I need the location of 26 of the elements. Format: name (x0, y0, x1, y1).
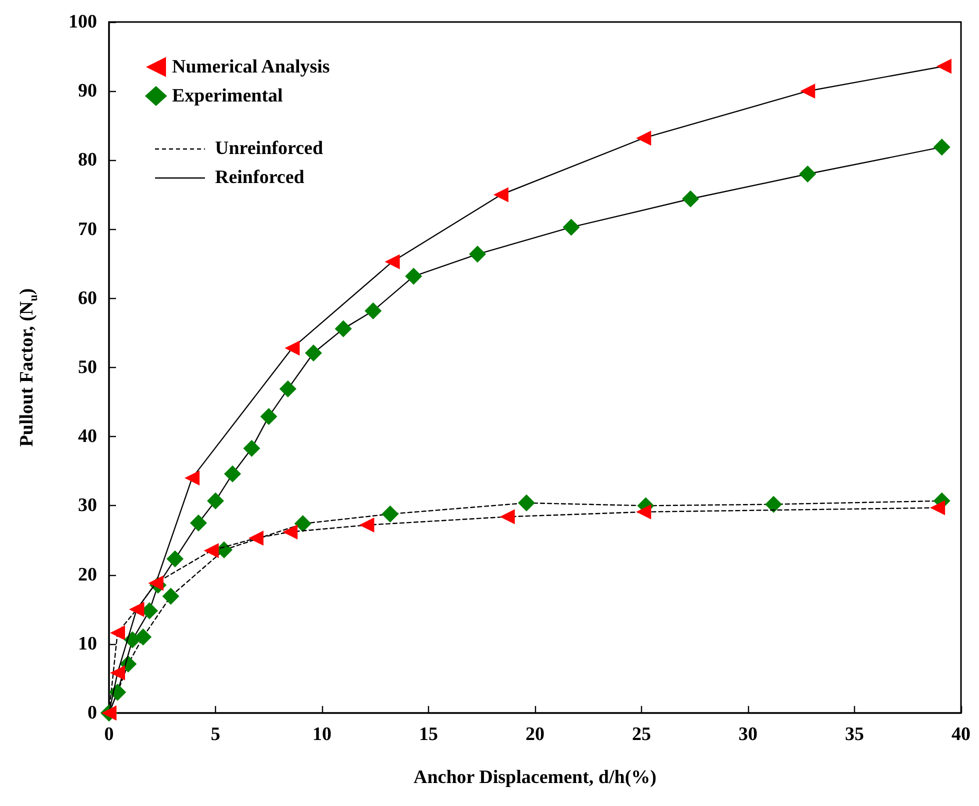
y-tick-label: 50 (78, 357, 97, 378)
x-axis-title: Anchor Displacement, d/h(%) (414, 767, 656, 788)
y-tick-label: 90 (78, 80, 97, 102)
x-tick-label: 5 (210, 724, 220, 745)
legend-label: Numerical Analysis (172, 56, 330, 78)
y-axis-title: Pullout Factor, (Nu) (16, 288, 40, 447)
y-tick-label: 40 (78, 426, 97, 448)
annotation: Reinforced (215, 167, 304, 189)
x-tick-label: 25 (632, 724, 651, 745)
y-tick-label: 100 (68, 12, 97, 32)
x-tick-label: 10 (312, 724, 332, 745)
y-tick-label: 60 (78, 288, 97, 309)
x-tick-label: 0 (104, 724, 114, 745)
x-tick-label: 40 (952, 724, 970, 745)
y-tick-label: 20 (78, 564, 97, 586)
y-tick-label: 80 (78, 150, 97, 171)
annotation: Unreinforced (215, 138, 324, 160)
legend-label: Experimental (172, 86, 283, 106)
x-tick-label: 20 (526, 724, 544, 745)
y-tick-label: 10 (78, 633, 97, 654)
y-tick-label: 70 (78, 218, 97, 240)
x-tick-label: 30 (738, 724, 758, 745)
y-tick-label: 0 (88, 702, 97, 724)
y-tick-label: 30 (78, 495, 97, 516)
x-tick-label: 35 (845, 724, 864, 745)
x-tick-label: 15 (419, 724, 438, 745)
